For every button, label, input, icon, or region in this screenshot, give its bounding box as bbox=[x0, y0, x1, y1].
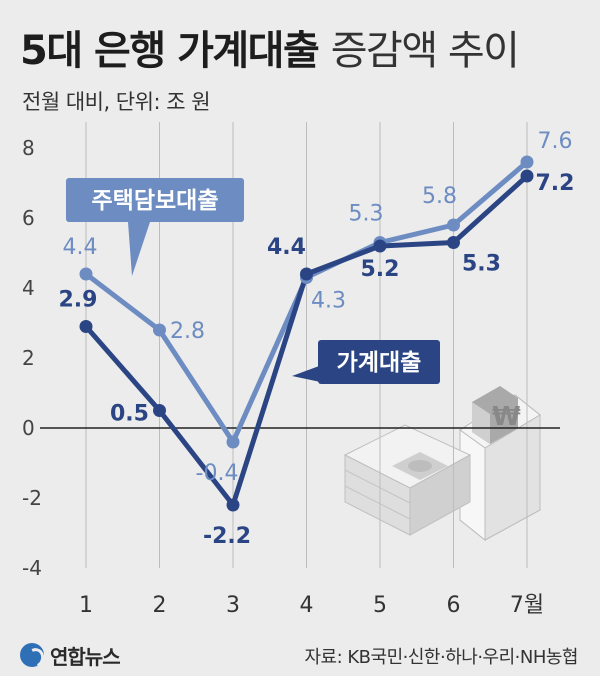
data-point bbox=[520, 155, 534, 169]
x-tick-label: 3 bbox=[226, 593, 240, 618]
svg-text:₩: ₩ bbox=[492, 402, 521, 432]
y-axis: 8 6 4 2 0 -2 -4 bbox=[22, 136, 42, 580]
callout-tail bbox=[128, 222, 150, 276]
x-tick-label: 4 bbox=[300, 593, 314, 618]
data-label: 7.2 bbox=[536, 171, 575, 196]
x-tick-label: 5 bbox=[373, 593, 387, 618]
data-label: 5.8 bbox=[422, 184, 457, 209]
data-label: -0.4 bbox=[196, 461, 239, 486]
title-light: 증감액 추이 bbox=[330, 28, 520, 74]
data-point bbox=[153, 323, 166, 337]
data-point bbox=[447, 218, 460, 232]
data-label: 2.9 bbox=[59, 288, 98, 313]
data-label: 4.4 bbox=[63, 235, 98, 260]
data-label: 4.4 bbox=[267, 235, 306, 260]
data-point bbox=[447, 236, 460, 249]
source-note: 자료: KB국민·신한·하나·우리·NH농협 bbox=[304, 647, 578, 668]
logo-text: 연합뉴스 bbox=[50, 644, 121, 669]
logo: 연합뉴스 bbox=[20, 640, 121, 670]
subtitle: 전월 대비, 단위: 조 원 bbox=[22, 90, 211, 114]
y-tick-label: 8 bbox=[22, 136, 35, 160]
y-tick-label: 2 bbox=[22, 346, 35, 370]
data-label: 0.5 bbox=[110, 402, 149, 427]
data-label: 5.3 bbox=[349, 202, 384, 227]
data-point bbox=[520, 169, 534, 183]
data-label: 5.3 bbox=[462, 252, 501, 277]
data-point bbox=[300, 267, 313, 281]
x-tick-label: 7월 bbox=[510, 593, 544, 618]
callout-box bbox=[318, 340, 440, 384]
data-point bbox=[153, 404, 166, 417]
data-point bbox=[79, 267, 93, 281]
x-tick-label: 6 bbox=[447, 593, 461, 618]
data-label: 7.6 bbox=[538, 129, 573, 154]
legend-label-2: 가계대출 bbox=[337, 350, 422, 376]
chart-series: 4.4 2.8 -0.4 4.3 5.3 5.8 7.6 2.9 0.5 -2.2 4.4 5.2 5.… bbox=[59, 129, 575, 549]
legend-label-1: 주택담보대출 bbox=[92, 188, 219, 214]
data-point bbox=[226, 498, 240, 512]
data-point bbox=[226, 435, 240, 449]
y-tick-label: -2 bbox=[22, 486, 42, 510]
x-tick-label: 2 bbox=[153, 593, 167, 618]
data-label: 4.3 bbox=[311, 289, 346, 314]
y-tick-label: 6 bbox=[22, 206, 35, 230]
y-tick-label: 0 bbox=[22, 416, 35, 440]
y-tick-label: 4 bbox=[22, 276, 35, 300]
y-tick-label: -4 bbox=[22, 556, 42, 580]
data-point bbox=[79, 320, 93, 333]
callout-box bbox=[66, 178, 244, 222]
x-axis: 1 2 3 4 5 6 7월 bbox=[79, 593, 544, 618]
data-label: 2.8 bbox=[170, 319, 205, 344]
data-label: -2.2 bbox=[203, 524, 251, 549]
title-bold: 5대 은행 가계대출 bbox=[20, 28, 320, 74]
data-label: 5.2 bbox=[361, 257, 400, 282]
page-title: 5대 은행 가계대출 증감액 추이 bbox=[20, 18, 520, 76]
bank-money-illustration: ₩ bbox=[343, 386, 541, 542]
data-point bbox=[373, 239, 387, 253]
x-tick-label: 1 bbox=[79, 593, 93, 618]
logo-icon bbox=[20, 643, 44, 667]
